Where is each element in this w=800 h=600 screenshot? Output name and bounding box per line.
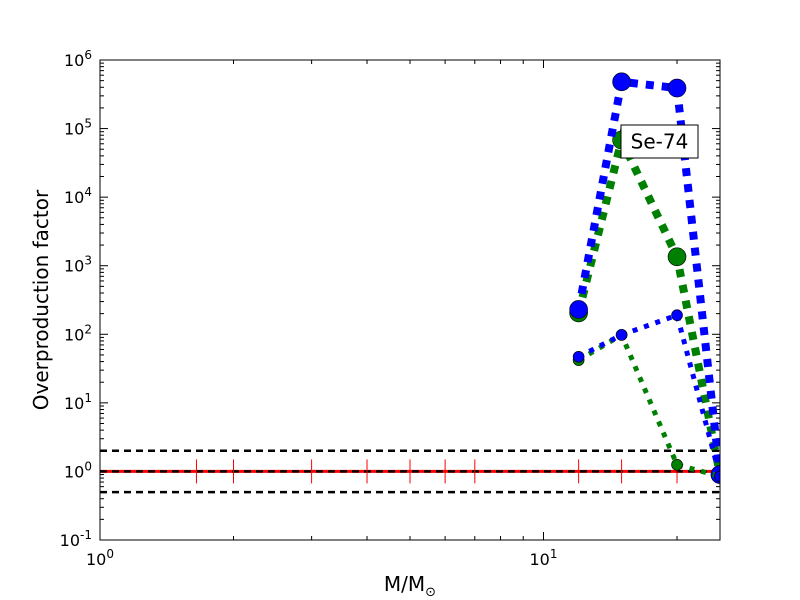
- y-tick-label: 101: [64, 391, 92, 413]
- data-point: [667, 247, 687, 267]
- data-point: [612, 72, 631, 92]
- data-point: [671, 309, 683, 321]
- y-tick-label: 100: [64, 459, 92, 481]
- data-point: [667, 78, 687, 98]
- y-tick-label: 10-1: [60, 528, 92, 550]
- series-line: [577, 331, 720, 479]
- y-tick-label: 103: [64, 254, 92, 276]
- data-point: [569, 300, 588, 319]
- data-point: [714, 470, 720, 483]
- series-line: [577, 311, 720, 477]
- y-axis-label: Overproduction factor: [29, 189, 53, 410]
- reference-lines: [100, 449, 720, 494]
- x-tick-label: 101: [530, 547, 558, 569]
- y-tick-label: 104: [64, 185, 92, 207]
- data-point: [572, 350, 585, 363]
- series-line: [574, 128, 720, 476]
- annotation-label: Se-74: [631, 130, 689, 154]
- x-axis-label: M/M⊙: [384, 572, 436, 600]
- annotation-box: Se-74: [620, 124, 699, 159]
- series-group: [569, 72, 720, 484]
- series-line: [574, 77, 720, 476]
- y-tick-label: 106: [64, 48, 92, 70]
- y-tick-label: 102: [64, 322, 92, 344]
- data-point: [615, 329, 628, 341]
- data-point: [671, 458, 683, 471]
- x-tick-label: 100: [86, 547, 114, 569]
- y-tick-label: 105: [64, 117, 92, 139]
- plot-frame: [99, 59, 721, 541]
